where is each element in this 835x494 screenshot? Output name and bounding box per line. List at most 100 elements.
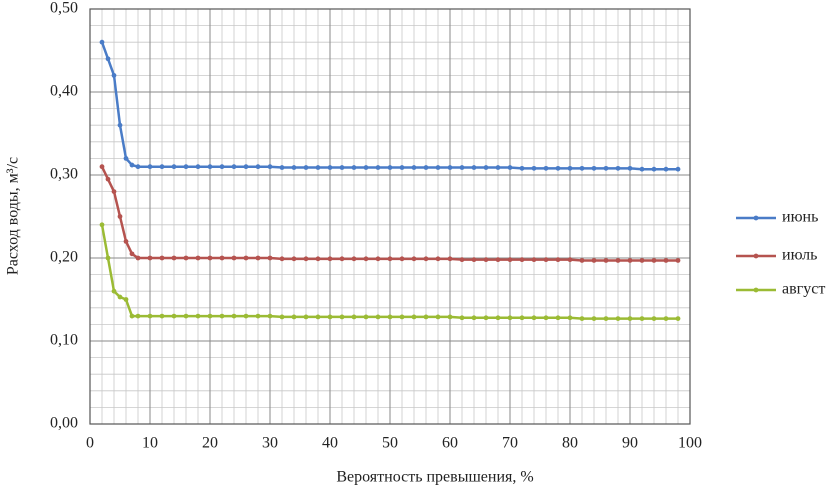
point bbox=[171, 255, 177, 261]
point bbox=[375, 165, 381, 170]
y-tick-label: 0,50 bbox=[50, 0, 78, 17]
point bbox=[567, 257, 573, 263]
legend-marker bbox=[753, 215, 759, 221]
point bbox=[579, 165, 585, 171]
point bbox=[663, 258, 669, 263]
point bbox=[339, 165, 345, 170]
point bbox=[651, 258, 657, 263]
point bbox=[243, 313, 249, 319]
point bbox=[423, 314, 429, 320]
point bbox=[639, 316, 645, 321]
point bbox=[147, 255, 153, 261]
legend-label: июнь bbox=[782, 209, 818, 226]
point bbox=[531, 165, 537, 171]
point bbox=[267, 164, 273, 170]
point bbox=[615, 165, 621, 171]
point bbox=[555, 315, 561, 321]
point bbox=[495, 315, 501, 321]
point bbox=[123, 297, 129, 302]
point bbox=[447, 256, 453, 262]
point bbox=[123, 239, 129, 244]
point bbox=[459, 257, 465, 263]
point bbox=[459, 165, 465, 170]
point bbox=[231, 255, 237, 261]
y-tick-label: 0,30 bbox=[50, 166, 78, 183]
point bbox=[183, 255, 189, 261]
point bbox=[315, 314, 321, 320]
point bbox=[339, 256, 345, 262]
y-tick-label: 0,10 bbox=[50, 332, 78, 349]
point bbox=[291, 256, 297, 262]
point bbox=[423, 165, 429, 170]
point bbox=[507, 315, 513, 321]
x-tick-label: 10 bbox=[142, 435, 158, 452]
point bbox=[387, 165, 393, 170]
point bbox=[129, 313, 135, 319]
point bbox=[243, 164, 249, 170]
point bbox=[99, 222, 105, 228]
point bbox=[531, 315, 537, 321]
point bbox=[327, 165, 333, 170]
point bbox=[207, 313, 213, 319]
point bbox=[399, 256, 405, 262]
point bbox=[519, 257, 525, 263]
legend-marker bbox=[753, 253, 759, 259]
point bbox=[183, 164, 189, 170]
point bbox=[447, 165, 453, 170]
point bbox=[543, 315, 549, 321]
x-axis-title: Вероятность превышения, % bbox=[336, 469, 533, 486]
x-tick-label: 70 bbox=[502, 435, 518, 452]
point bbox=[219, 164, 225, 170]
point bbox=[279, 256, 285, 262]
point bbox=[159, 164, 165, 170]
point bbox=[579, 258, 585, 263]
point bbox=[195, 255, 201, 261]
x-tick-label: 40 bbox=[322, 435, 338, 452]
point bbox=[243, 255, 249, 261]
point bbox=[183, 313, 189, 319]
point bbox=[315, 165, 321, 170]
point bbox=[483, 257, 489, 263]
point bbox=[99, 39, 105, 45]
point bbox=[399, 165, 405, 170]
point bbox=[339, 314, 345, 320]
series-line bbox=[100, 41, 678, 171]
point bbox=[399, 314, 405, 320]
point bbox=[363, 314, 369, 320]
point bbox=[303, 165, 309, 170]
x-tick-label: 30 bbox=[262, 435, 278, 452]
x-tick-label: 50 bbox=[382, 435, 398, 452]
point bbox=[507, 257, 513, 263]
point bbox=[591, 258, 597, 263]
point bbox=[639, 258, 645, 263]
point bbox=[435, 256, 441, 262]
point bbox=[375, 314, 381, 320]
point bbox=[471, 257, 477, 263]
point bbox=[255, 255, 261, 261]
point bbox=[663, 166, 669, 172]
x-tick-label: 90 bbox=[622, 435, 638, 452]
point bbox=[627, 258, 633, 263]
plot-border bbox=[89, 8, 691, 425]
point bbox=[387, 256, 393, 262]
point bbox=[291, 314, 297, 320]
x-tick-label: 60 bbox=[442, 435, 458, 452]
point bbox=[639, 166, 645, 172]
y-tick-label: 0,40 bbox=[50, 83, 78, 100]
point bbox=[117, 122, 123, 128]
point bbox=[327, 256, 333, 262]
point bbox=[231, 313, 237, 319]
legend-label: июль bbox=[782, 247, 817, 264]
point bbox=[435, 165, 441, 170]
point bbox=[219, 313, 225, 319]
point bbox=[111, 73, 117, 78]
point bbox=[135, 255, 141, 261]
point bbox=[231, 164, 237, 170]
series-line bbox=[100, 166, 678, 262]
point bbox=[603, 165, 609, 171]
point bbox=[423, 256, 429, 262]
point bbox=[105, 255, 111, 261]
x-tick-label: 100 bbox=[678, 435, 702, 452]
point bbox=[303, 256, 309, 262]
point bbox=[651, 166, 657, 172]
